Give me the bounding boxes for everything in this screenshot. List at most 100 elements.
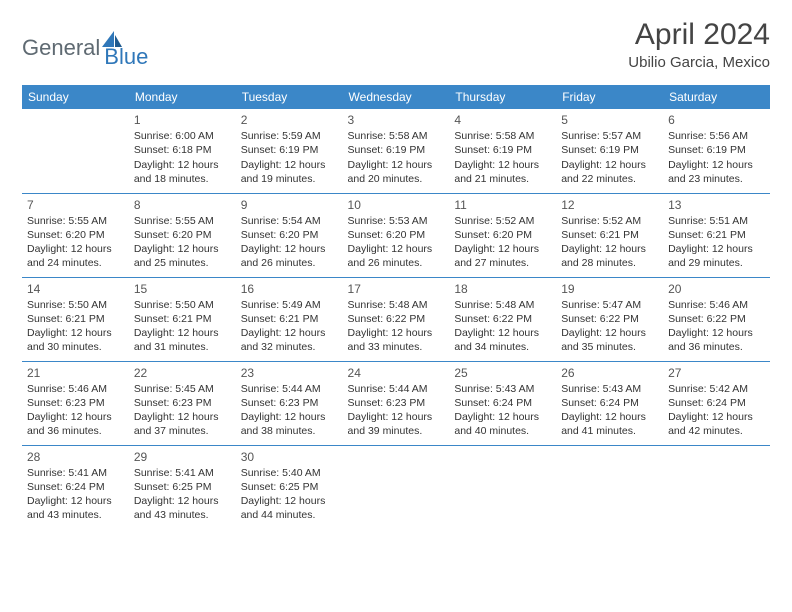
cell-text: Sunrise: 5:40 AM: [241, 466, 338, 480]
day-number: 24: [348, 365, 445, 381]
cell-text: Sunrise: 5:45 AM: [134, 382, 231, 396]
cell-text: Sunset: 6:23 PM: [27, 396, 124, 410]
calendar-cell: 4Sunrise: 5:58 AMSunset: 6:19 PMDaylight…: [449, 109, 556, 193]
cell-text: Sunset: 6:19 PM: [241, 143, 338, 157]
cell-text: Daylight: 12 hours and 36 minutes.: [668, 326, 765, 354]
calendar-cell: 27Sunrise: 5:42 AMSunset: 6:24 PMDayligh…: [663, 361, 770, 445]
logo: General Blue: [22, 18, 148, 70]
cell-text: Sunrise: 5:48 AM: [454, 298, 551, 312]
cell-text: Daylight: 12 hours and 33 minutes.: [348, 326, 445, 354]
cell-text: Daylight: 12 hours and 31 minutes.: [134, 326, 231, 354]
weekday-header-row: SundayMondayTuesdayWednesdayThursdayFrid…: [22, 85, 770, 109]
cell-text: Daylight: 12 hours and 43 minutes.: [134, 494, 231, 522]
cell-text: Sunrise: 5:43 AM: [454, 382, 551, 396]
day-number: 11: [454, 197, 551, 213]
day-number: 21: [27, 365, 124, 381]
day-number: 1: [134, 112, 231, 128]
cell-text: Daylight: 12 hours and 41 minutes.: [561, 410, 658, 438]
location: Ubilio Garcia, Mexico: [628, 54, 770, 71]
day-number: 12: [561, 197, 658, 213]
weekday-header: Monday: [129, 85, 236, 109]
day-number: 18: [454, 281, 551, 297]
day-number: 25: [454, 365, 551, 381]
cell-text: Daylight: 12 hours and 28 minutes.: [561, 242, 658, 270]
calendar-cell: [343, 445, 450, 529]
cell-text: Sunset: 6:19 PM: [561, 143, 658, 157]
cell-text: Daylight: 12 hours and 35 minutes.: [561, 326, 658, 354]
cell-text: Daylight: 12 hours and 40 minutes.: [454, 410, 551, 438]
cell-text: Sunrise: 5:43 AM: [561, 382, 658, 396]
calendar-cell: 15Sunrise: 5:50 AMSunset: 6:21 PMDayligh…: [129, 277, 236, 361]
cell-text: Sunrise: 5:57 AM: [561, 129, 658, 143]
weekday-header: Wednesday: [343, 85, 450, 109]
cell-text: Daylight: 12 hours and 30 minutes.: [27, 326, 124, 354]
cell-text: Sunset: 6:21 PM: [241, 312, 338, 326]
day-number: 22: [134, 365, 231, 381]
calendar-cell: [449, 445, 556, 529]
day-number: 6: [668, 112, 765, 128]
calendar-cell: 19Sunrise: 5:47 AMSunset: 6:22 PMDayligh…: [556, 277, 663, 361]
cell-text: Sunset: 6:21 PM: [134, 312, 231, 326]
cell-text: Sunset: 6:25 PM: [241, 480, 338, 494]
calendar-cell: 1Sunrise: 6:00 AMSunset: 6:18 PMDaylight…: [129, 109, 236, 193]
day-number: 16: [241, 281, 338, 297]
weekday-header: Tuesday: [236, 85, 343, 109]
day-number: 4: [454, 112, 551, 128]
cell-text: Daylight: 12 hours and 34 minutes.: [454, 326, 551, 354]
cell-text: Sunset: 6:19 PM: [668, 143, 765, 157]
cell-text: Daylight: 12 hours and 20 minutes.: [348, 158, 445, 186]
title-block: April 2024 Ubilio Garcia, Mexico: [628, 18, 770, 71]
day-number: 26: [561, 365, 658, 381]
cell-text: Daylight: 12 hours and 19 minutes.: [241, 158, 338, 186]
cell-text: Sunrise: 5:54 AM: [241, 214, 338, 228]
cell-text: Daylight: 12 hours and 38 minutes.: [241, 410, 338, 438]
cell-text: Sunrise: 5:41 AM: [134, 466, 231, 480]
cell-text: Sunset: 6:19 PM: [348, 143, 445, 157]
calendar-cell: 6Sunrise: 5:56 AMSunset: 6:19 PMDaylight…: [663, 109, 770, 193]
cell-text: Sunset: 6:23 PM: [134, 396, 231, 410]
calendar-cell: 5Sunrise: 5:57 AMSunset: 6:19 PMDaylight…: [556, 109, 663, 193]
calendar-cell: 25Sunrise: 5:43 AMSunset: 6:24 PMDayligh…: [449, 361, 556, 445]
cell-text: Sunrise: 5:56 AM: [668, 129, 765, 143]
cell-text: Sunrise: 5:53 AM: [348, 214, 445, 228]
calendar-cell: 24Sunrise: 5:44 AMSunset: 6:23 PMDayligh…: [343, 361, 450, 445]
logo-text-blue: Blue: [104, 44, 148, 70]
cell-text: Sunset: 6:24 PM: [27, 480, 124, 494]
cell-text: Sunrise: 5:48 AM: [348, 298, 445, 312]
cell-text: Sunrise: 5:51 AM: [668, 214, 765, 228]
day-number: 2: [241, 112, 338, 128]
cell-text: Sunrise: 5:52 AM: [561, 214, 658, 228]
calendar-cell: 28Sunrise: 5:41 AMSunset: 6:24 PMDayligh…: [22, 445, 129, 529]
calendar-cell: 22Sunrise: 5:45 AMSunset: 6:23 PMDayligh…: [129, 361, 236, 445]
cell-text: Sunset: 6:22 PM: [668, 312, 765, 326]
calendar-cell: 18Sunrise: 5:48 AMSunset: 6:22 PMDayligh…: [449, 277, 556, 361]
day-number: 20: [668, 281, 765, 297]
day-number: 17: [348, 281, 445, 297]
calendar-row: 1Sunrise: 6:00 AMSunset: 6:18 PMDaylight…: [22, 109, 770, 193]
cell-text: Sunset: 6:25 PM: [134, 480, 231, 494]
cell-text: Sunset: 6:22 PM: [454, 312, 551, 326]
cell-text: Sunrise: 5:46 AM: [668, 298, 765, 312]
calendar-cell: 17Sunrise: 5:48 AMSunset: 6:22 PMDayligh…: [343, 277, 450, 361]
calendar-cell: 12Sunrise: 5:52 AMSunset: 6:21 PMDayligh…: [556, 193, 663, 277]
cell-text: Sunrise: 5:44 AM: [348, 382, 445, 396]
cell-text: Daylight: 12 hours and 44 minutes.: [241, 494, 338, 522]
cell-text: Daylight: 12 hours and 43 minutes.: [27, 494, 124, 522]
month-title: April 2024: [628, 18, 770, 52]
calendar-cell: 7Sunrise: 5:55 AMSunset: 6:20 PMDaylight…: [22, 193, 129, 277]
day-number: 3: [348, 112, 445, 128]
cell-text: Sunset: 6:18 PM: [134, 143, 231, 157]
cell-text: Sunrise: 5:50 AM: [134, 298, 231, 312]
cell-text: Daylight: 12 hours and 23 minutes.: [668, 158, 765, 186]
cell-text: Sunrise: 5:41 AM: [27, 466, 124, 480]
calendar-cell: 2Sunrise: 5:59 AMSunset: 6:19 PMDaylight…: [236, 109, 343, 193]
cell-text: Sunrise: 5:49 AM: [241, 298, 338, 312]
cell-text: Sunrise: 5:44 AM: [241, 382, 338, 396]
cell-text: Sunset: 6:20 PM: [454, 228, 551, 242]
day-number: 13: [668, 197, 765, 213]
cell-text: Daylight: 12 hours and 26 minutes.: [348, 242, 445, 270]
day-number: 5: [561, 112, 658, 128]
day-number: 14: [27, 281, 124, 297]
cell-text: Sunrise: 5:58 AM: [454, 129, 551, 143]
calendar-cell: 30Sunrise: 5:40 AMSunset: 6:25 PMDayligh…: [236, 445, 343, 529]
